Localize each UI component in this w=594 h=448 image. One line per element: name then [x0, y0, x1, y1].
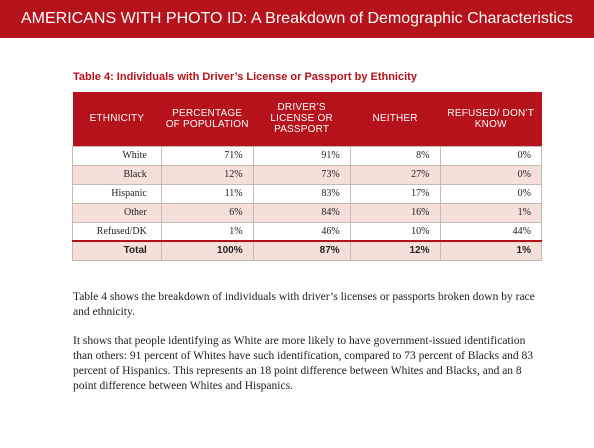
page-title: AMERICANS WITH PHOTO ID: A Breakdown of … [21, 10, 573, 27]
table-cell: 1% [439, 240, 543, 261]
table-cell: 11% [160, 183, 254, 204]
column-header-license-passport: DRIVER’S LICENSE OR PASSPORT [270, 102, 333, 136]
row-label: Refused/DK [72, 221, 162, 242]
table-cell: 91% [252, 145, 351, 166]
table-cell: 12% [160, 164, 254, 185]
table-row: Other 6% 84% 16% 1% [72, 202, 543, 223]
column-header-refused: REFUSED/ DON’T KNOW [447, 107, 535, 130]
table-cell: 0% [439, 145, 543, 166]
table-cell: 84% [252, 202, 351, 223]
body-paragraph: It shows that people identifying as Whit… [73, 335, 533, 392]
table-cell: 100% [160, 240, 254, 261]
row-label: Other [72, 202, 162, 223]
row-label: Black [72, 164, 162, 185]
table-cell: 8% [349, 145, 441, 166]
table-cell: 17% [349, 183, 441, 204]
page-header-banner: AMERICANS WITH PHOTO ID: A Breakdown of … [0, 0, 594, 38]
table-cell: 71% [160, 145, 254, 166]
table-cell: 0% [439, 164, 543, 185]
row-label: White [72, 145, 162, 166]
column-header-percentage: PERCENTAGE OF POPULATION [165, 107, 249, 130]
table-cell: 10% [349, 221, 441, 242]
table-cell: 83% [252, 183, 351, 204]
column-header-ethnicity: ETHNICITY [89, 113, 145, 125]
table-cell: 87% [252, 240, 351, 261]
table-row: Hispanic 11% 83% 17% 0% [72, 183, 543, 204]
table-cell: 1% [160, 221, 254, 242]
column-header-neither: NEITHER [372, 113, 418, 125]
ethnicity-table: ETHNICITY PERCENTAGE OF POPULATION DRIVE… [72, 92, 543, 261]
table-cell: 6% [160, 202, 254, 223]
table-cell: 16% [349, 202, 441, 223]
table-cell: 1% [439, 202, 543, 223]
table-header-row: ETHNICITY PERCENTAGE OF POPULATION DRIVE… [72, 92, 542, 146]
body-paragraph: Table 4 shows the breakdown of individua… [73, 291, 535, 318]
table-cell: 12% [349, 240, 441, 261]
row-label: Hispanic [72, 183, 162, 204]
table-title: Table 4: Individuals with Driver’s Licen… [73, 71, 417, 83]
table-cell: 27% [349, 164, 441, 185]
row-label: Total [72, 240, 162, 261]
table-row: Refused/DK 1% 46% 10% 44% [72, 221, 543, 242]
table-cell: 44% [439, 221, 543, 242]
table-row: White 71% 91% 8% 0% [72, 145, 543, 166]
table-cell: 46% [252, 221, 351, 242]
table-row: Black 12% 73% 27% 0% [72, 164, 543, 185]
table-cell: 0% [439, 183, 543, 204]
table-total-row: Total 100% 87% 12% 1% [72, 240, 543, 261]
table-cell: 73% [252, 164, 351, 185]
